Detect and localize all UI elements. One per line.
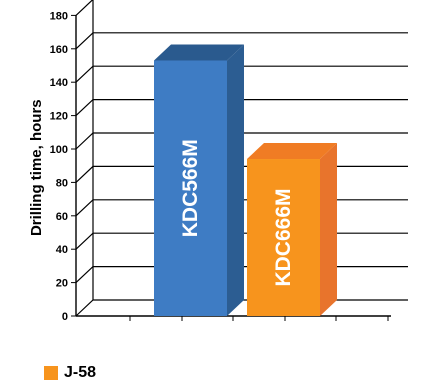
y-tick-label: 180 — [50, 10, 68, 22]
bar-kdc566m: KDC566M — [154, 44, 244, 317]
y-axis-label: Drilling time, hours — [28, 99, 45, 236]
bar-label-kdc566m: KDC566M — [179, 139, 202, 237]
bar-side — [320, 143, 337, 316]
legend-label-j58: J-58 — [64, 364, 97, 381]
y-tick-label: 40 — [56, 244, 68, 256]
y-tick-label: 20 — [56, 278, 68, 290]
legend: J-58 — [44, 364, 96, 382]
bar-side — [227, 44, 244, 317]
bars: KDC566M KDC666M — [154, 44, 337, 317]
y-tick-label: 120 — [50, 111, 68, 123]
bar-top — [247, 143, 337, 160]
bar-front — [247, 159, 320, 316]
y-tick-label: 100 — [50, 144, 68, 156]
legend-swatch-j58 — [44, 366, 58, 380]
bar-top — [154, 44, 244, 61]
floor-line — [75, 299, 408, 317]
y-tick-label: 60 — [56, 211, 68, 223]
bar-kdc666m: KDC666M — [247, 143, 337, 316]
bar-label-kdc666m: KDC666M — [272, 188, 295, 286]
y-tick-label: 80 — [56, 177, 68, 189]
axes — [75, 0, 391, 321]
grid-line — [75, 0, 94, 16]
bar-front — [154, 60, 227, 316]
y-tick-label: 0 — [62, 311, 68, 323]
y-tick-labels: 0 20 40 60 80 100 120 140 160 180 — [50, 10, 76, 323]
y-tick-label: 160 — [50, 44, 68, 56]
y-tick-label: 140 — [50, 77, 68, 89]
